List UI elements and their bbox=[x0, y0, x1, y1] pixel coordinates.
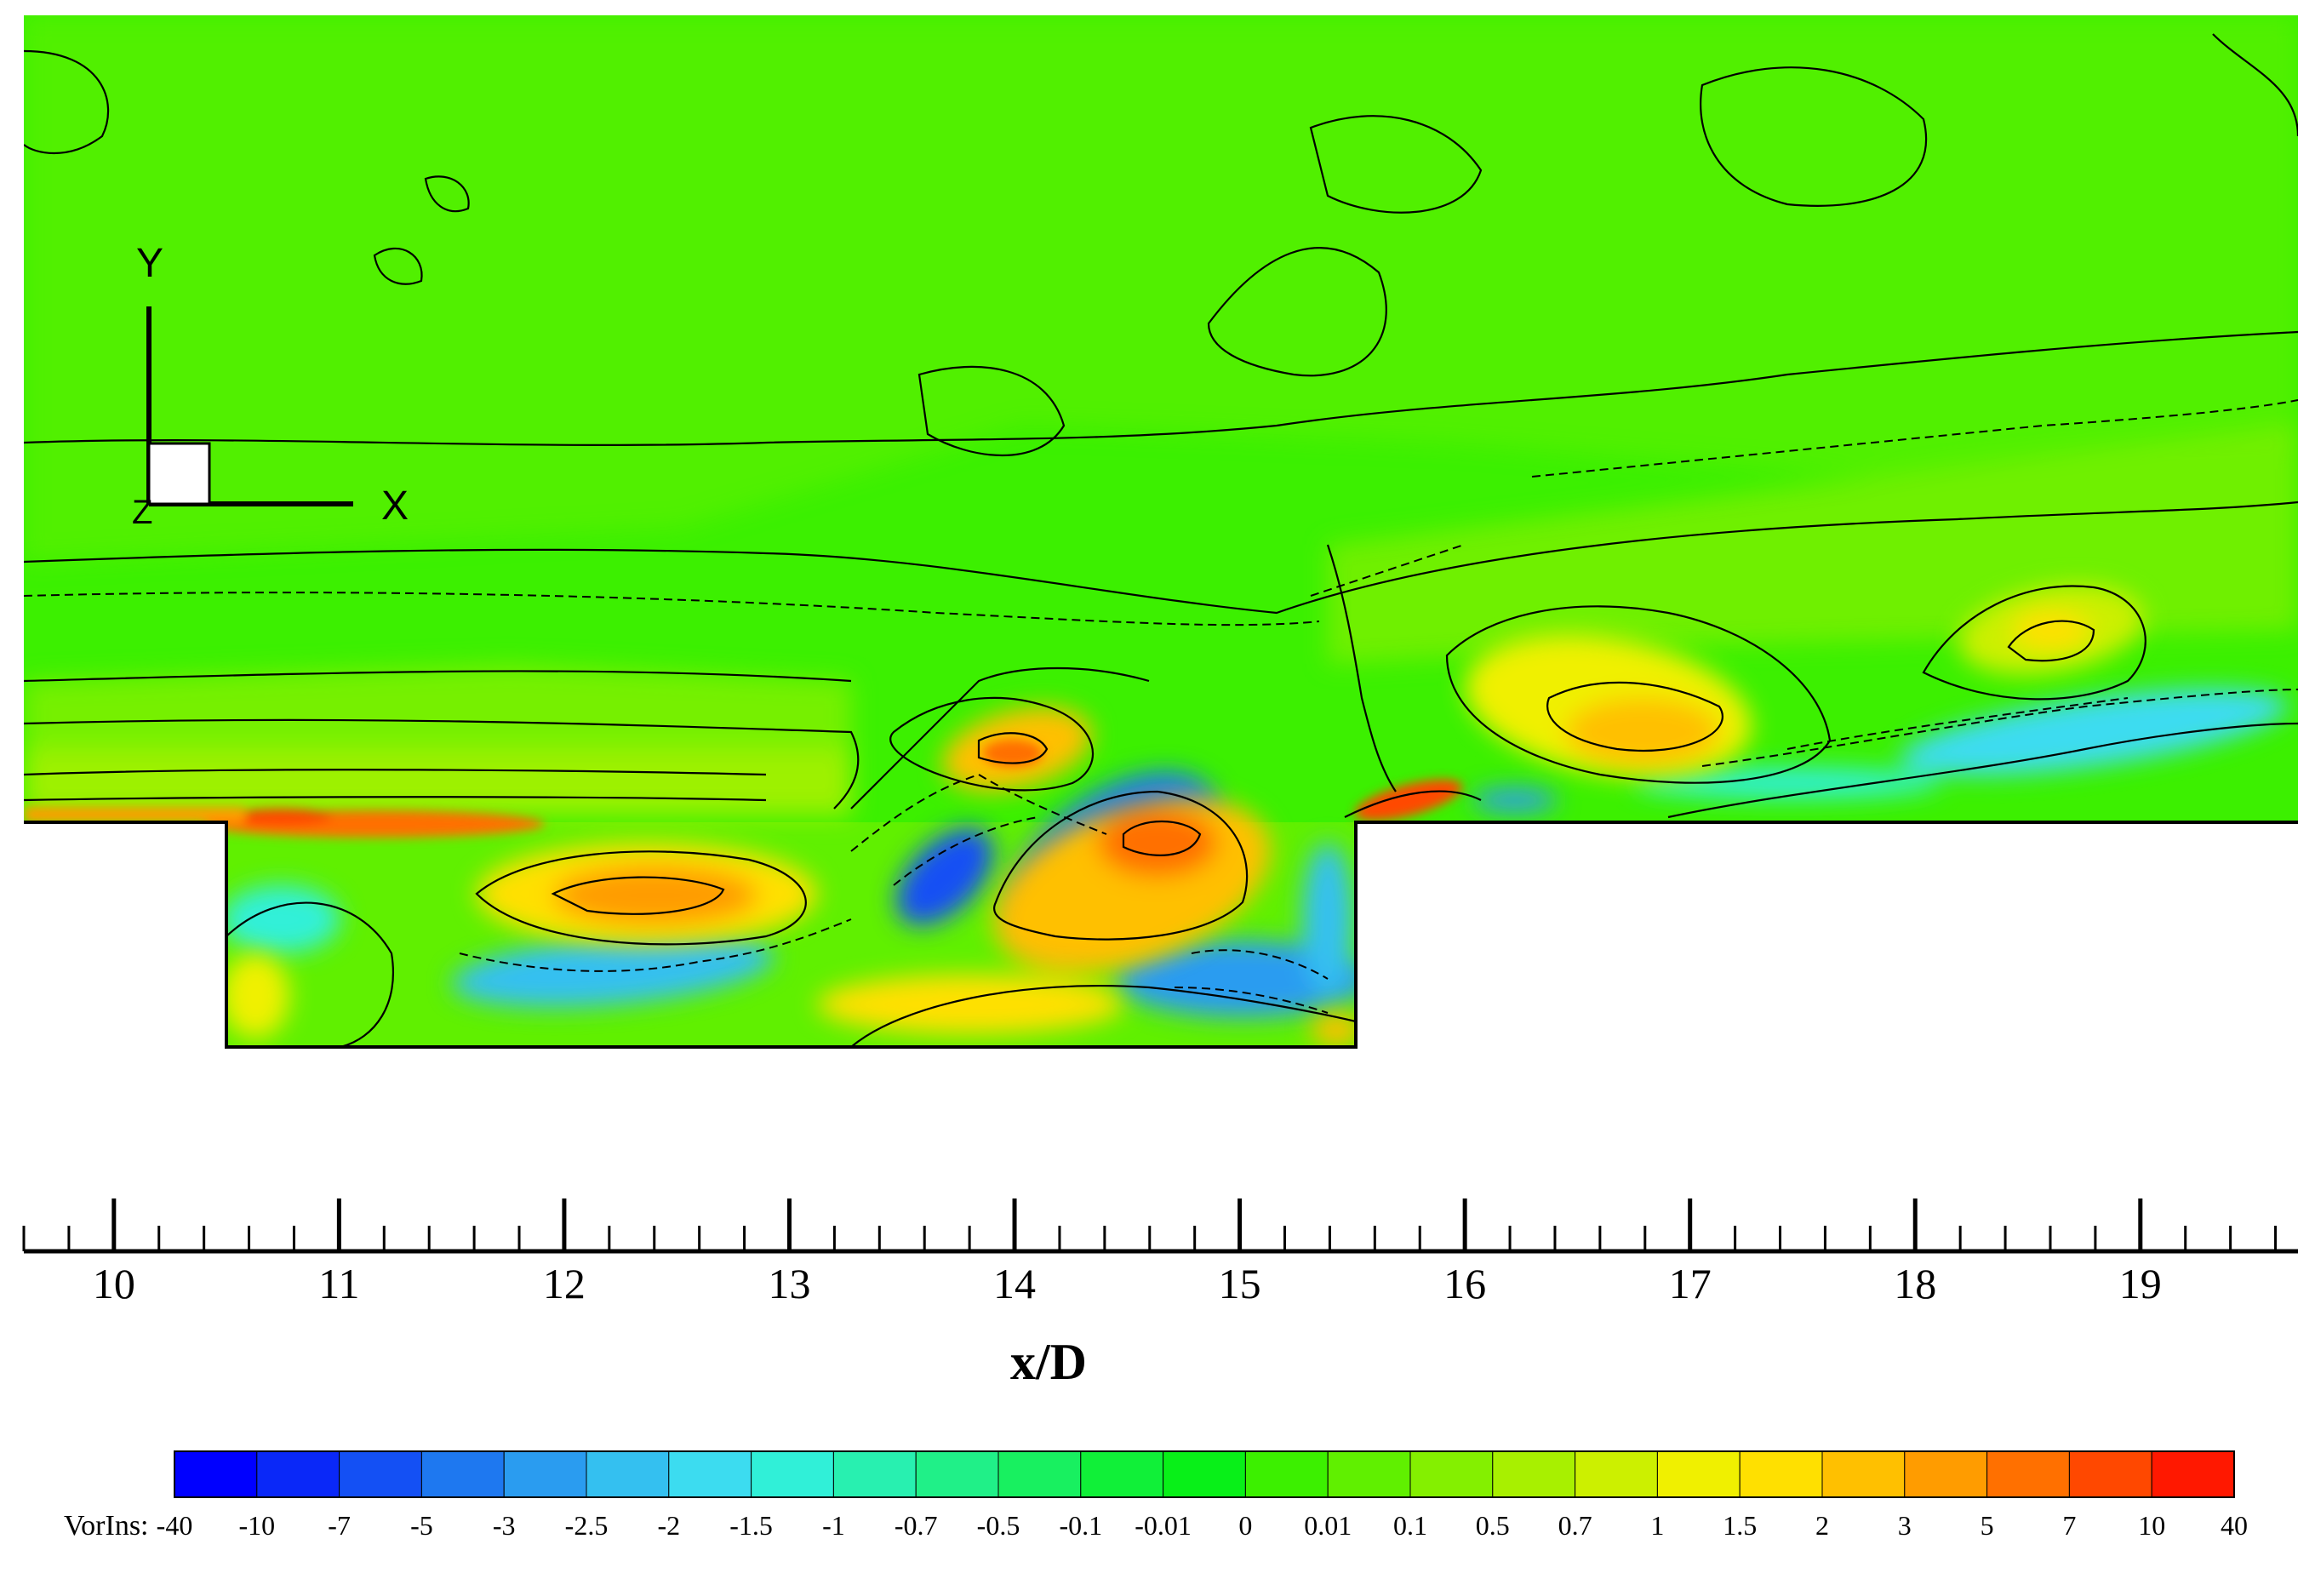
axis-triad: Y X Z bbox=[132, 241, 409, 531]
colorbar-level-label: 0 bbox=[1238, 1510, 1252, 1541]
colorbar-level-label: -1 bbox=[822, 1510, 845, 1541]
colorbar-level-label: 1.5 bbox=[1723, 1510, 1757, 1541]
colorbar-frame bbox=[174, 1450, 2235, 1498]
colorbar-cell bbox=[1986, 1450, 2070, 1498]
colorbar-cell bbox=[832, 1450, 917, 1498]
colorbar-level-label: -1.5 bbox=[729, 1510, 773, 1541]
wall-outline bbox=[24, 821, 2298, 1049]
colorbar-level-label: 7 bbox=[2062, 1510, 2076, 1541]
x-tick-label: 17 bbox=[1669, 1260, 1712, 1307]
pos-region-bottom-corner bbox=[1311, 1013, 1362, 1047]
triad-z-box bbox=[147, 442, 211, 506]
colorbar-level-label: -7 bbox=[328, 1510, 351, 1541]
colorbar-cell bbox=[1904, 1450, 1988, 1498]
x-ticks bbox=[22, 1198, 2278, 1251]
colorbar-level-label: -0.7 bbox=[895, 1510, 938, 1541]
upstream-wall-shear bbox=[24, 807, 245, 822]
colorbar-level-label: 2 bbox=[1815, 1510, 1829, 1541]
colorbar-cell bbox=[751, 1450, 834, 1498]
colorbar-cell bbox=[503, 1450, 587, 1498]
pos-region-cavity-main-core bbox=[553, 866, 757, 925]
vorticity-field bbox=[24, 15, 2298, 1047]
x-tick-label: 19 bbox=[2119, 1260, 2162, 1307]
colorbar-level-label: -0.5 bbox=[977, 1510, 1020, 1541]
colorbar-level-label: 0.01 bbox=[1304, 1510, 1352, 1541]
pos-region-vortex-3-core bbox=[2013, 611, 2089, 649]
colorbar-cell bbox=[2068, 1450, 2152, 1498]
colorbar-cell bbox=[1163, 1450, 1246, 1498]
colorbar-cell bbox=[1327, 1450, 1411, 1498]
colorbar-cells bbox=[174, 1450, 2235, 1498]
colorbar-level-label: -40 bbox=[157, 1510, 193, 1541]
colorbar-cell bbox=[1575, 1450, 1658, 1498]
colorbar-level-label: 0.1 bbox=[1393, 1510, 1427, 1541]
pos-region-vortex-2-core bbox=[1566, 698, 1719, 766]
neg-region-cavity-wall bbox=[1302, 843, 1353, 996]
colorbar-cell bbox=[1821, 1450, 1906, 1498]
x-tick-label: 10 bbox=[93, 1260, 135, 1307]
neg-region-wake-3 bbox=[1472, 788, 1558, 812]
x-axis-title: x/D bbox=[1010, 1334, 1087, 1390]
x-tick-label: 11 bbox=[318, 1260, 359, 1307]
colorbar-level-label: -10 bbox=[238, 1510, 275, 1541]
x-tick-label: 13 bbox=[768, 1260, 810, 1307]
colorbar-cell bbox=[174, 1450, 258, 1498]
neg-region-wake-2 bbox=[1634, 768, 1941, 798]
colorbar-level-label: -3 bbox=[493, 1510, 516, 1541]
triad-z-label: Z bbox=[132, 494, 152, 531]
colorbar-cell bbox=[2151, 1450, 2235, 1498]
x-tick-label: 12 bbox=[543, 1260, 586, 1307]
colorbar-level-label: 40 bbox=[2221, 1510, 2248, 1541]
neg-region-shear-core bbox=[895, 827, 994, 926]
colorbar-level-label: -2 bbox=[657, 1510, 680, 1541]
colorbar-level-label: -0.1 bbox=[1059, 1510, 1102, 1541]
colorbar-level-label: -2.5 bbox=[565, 1510, 609, 1541]
contour-lines bbox=[24, 33, 2298, 1047]
colorbar-cell bbox=[915, 1450, 999, 1498]
x-tick-label: 14 bbox=[993, 1260, 1036, 1307]
x-tick-label: 15 bbox=[1219, 1260, 1261, 1307]
colorbar-cell bbox=[1492, 1450, 1576, 1498]
pos-region-vortex-1-core bbox=[983, 740, 1043, 767]
colorbar-variable-label: VorIns: bbox=[64, 1510, 149, 1542]
colorbar-level-labels: -40 -10 -7 -5 -3 -2.5 -2 -1.5 -1 -0.7 -0.5 -0.1 -0.0… bbox=[157, 1510, 2248, 1541]
colorbar-level-label: 1 bbox=[1650, 1510, 1664, 1541]
colorbar-cell bbox=[1409, 1450, 1494, 1498]
negative-contour-lines bbox=[24, 399, 2298, 1014]
x-tick-label: 18 bbox=[1894, 1260, 1936, 1307]
colorbar-level-label: -5 bbox=[410, 1510, 433, 1541]
colorbar-level-label: -0.01 bbox=[1135, 1510, 1192, 1541]
colorbar-cell bbox=[1656, 1450, 1741, 1498]
upper-band bbox=[24, 15, 2298, 562]
colorbar-level-label: 3 bbox=[1898, 1510, 1912, 1541]
neg-region-cavity-left-wall bbox=[221, 885, 340, 953]
colorbar-cell bbox=[1080, 1450, 1164, 1498]
pos-region-cavity-floor bbox=[817, 975, 1123, 1034]
x-tick-label: 16 bbox=[1443, 1260, 1486, 1307]
colorbar-cell bbox=[586, 1450, 670, 1498]
triad-x-label: X bbox=[381, 483, 409, 529]
shear-band-2 bbox=[24, 749, 851, 817]
colorbar-cell bbox=[420, 1450, 505, 1498]
leading-edge-shear-core bbox=[230, 809, 332, 826]
colorbar-cell bbox=[339, 1450, 422, 1498]
x-axis: 10 11 12 13 14 15 16 17 18 19 x/D bbox=[22, 1198, 2298, 1390]
colorbar-legend: VorIns: -40 -10 -7 -5 -3 -2.5 -2 -1.5 -1 -0.7 -0.5… bbox=[64, 1450, 2248, 1542]
colorbar-level-label: 0.7 bbox=[1558, 1510, 1592, 1541]
colorbar-cell bbox=[997, 1450, 1082, 1498]
colorbar-level-label: 10 bbox=[2138, 1510, 2165, 1541]
colorbar-cell bbox=[668, 1450, 752, 1498]
pos-region-cavity-mid-core bbox=[1098, 809, 1217, 877]
colorbar-cell bbox=[256, 1450, 340, 1498]
colorbar-level-label: 5 bbox=[1981, 1510, 1994, 1541]
pos-region-left-wall bbox=[221, 953, 289, 1038]
colorbar-cell bbox=[1244, 1450, 1329, 1498]
colorbar-level-label: 0.5 bbox=[1476, 1510, 1510, 1541]
neg-region-wake bbox=[1900, 689, 2288, 775]
colorbar-cell bbox=[1739, 1450, 1823, 1498]
trailing-edge-shear bbox=[1355, 779, 1462, 821]
triad-y-label: Y bbox=[136, 241, 163, 286]
x-tick-labels: 10 11 12 13 14 15 16 17 18 19 bbox=[93, 1260, 2162, 1307]
